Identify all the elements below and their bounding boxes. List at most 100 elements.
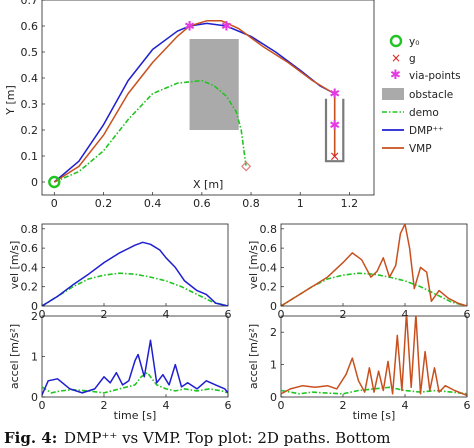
legend-via-marker: ✱	[390, 68, 401, 83]
legend-demo: demo	[382, 107, 439, 119]
paths-xtick-label: 0.6	[193, 197, 211, 210]
paths-xtick-label: 1	[297, 197, 304, 210]
dmp-accel-ytick-label: 1	[31, 351, 38, 364]
dmp-accel-xlabel: time [s]	[114, 409, 157, 422]
dmp-vel-dmp-series	[42, 241, 228, 306]
via-point-marker: ✱	[221, 20, 232, 35]
vmp-vel-xtick-label: 6	[464, 308, 471, 321]
vmp-vel-ytick-label: 0.8	[260, 223, 278, 236]
paths-ytick-label: 0.2	[21, 124, 39, 137]
goal-marker: ×	[329, 150, 340, 165]
paths-xtick-label: 1.2	[341, 197, 359, 210]
vmp-vel-series-group	[281, 224, 467, 306]
dmp-accel-ytick-label: 0	[31, 391, 38, 404]
paths-ytick-label: 0.3	[21, 98, 39, 111]
vmp-accel-frame	[280, 315, 468, 398]
legend-vmp-label: VMP	[409, 143, 432, 155]
legend-obstacle-label: obstacle	[409, 89, 453, 101]
legend-start-marker	[389, 34, 403, 48]
dmp-vel-frame	[41, 223, 229, 307]
vmp-vel-ylabel: vel [m/s]	[247, 241, 260, 290]
paths-xtick-label: 0.8	[242, 197, 260, 210]
dmp-accel-demo-series	[42, 371, 228, 394]
paths-ytick-label: 0.4	[21, 72, 39, 85]
dmp-accel-xtick-label: 4	[163, 399, 170, 412]
paths-ytick-label: 0.6	[21, 20, 39, 33]
paths-ytick-label: 0.1	[21, 150, 39, 163]
dmp-accel-xtick-label: 0	[39, 399, 46, 412]
vmp-accel-xtick-label: 4	[402, 399, 409, 412]
vmp-vel-frame	[280, 223, 468, 307]
legend-vmp: VMP	[382, 143, 432, 155]
figure-caption: Fig. 4: DMP⁺⁺ vs VMP. Top plot: 2D paths…	[4, 429, 391, 447]
vmp-vel-ytick-label: 0.6	[260, 242, 278, 255]
start-marker	[48, 175, 61, 189]
legend-goal: × g	[391, 51, 416, 65]
dmp-accel-dmp-series	[42, 339, 228, 396]
legend-start: y₀	[389, 34, 419, 48]
paths-plot: ✱ ✱ ✱ ✱ × 0 0.2 0.4 0.6 0.8 1 1.2 0 0.1 0.2 0.3 0.4 0.5 0…	[4, 0, 375, 210]
legend-demo-label: demo	[409, 107, 439, 119]
legend-goal-marker: ×	[391, 51, 401, 65]
legend: y₀ × g ✱ via-points obstacle demo DMP⁺⁺ …	[382, 34, 461, 155]
vmp-accel-demo-series	[281, 386, 467, 395]
dmp-accel-xtick-label: 6	[225, 399, 232, 412]
vmp-vel-xtick-label: 0	[278, 308, 285, 321]
legend-obstacle: obstacle	[382, 88, 453, 101]
cup-outline	[324, 98, 345, 163]
vmp-vel-demo-series	[281, 272, 467, 306]
dmp-vel-ytick-label: 0.4	[21, 261, 39, 274]
paths-xtick-label: 0	[51, 197, 58, 210]
legend-via: ✱ via-points	[390, 68, 461, 83]
dmp-vel-demo-series	[42, 272, 228, 306]
vmp-vel-ytick-label: 0.4	[260, 261, 278, 274]
via-point-marker: ✱	[184, 20, 195, 35]
paths-ytick-label: 0.5	[21, 46, 39, 59]
obstacle-rect	[189, 39, 239, 130]
vmp-vel-ytick-label: 0.2	[260, 281, 278, 294]
demo-end-marker	[241, 161, 252, 172]
vmp-accel-vmp-series	[281, 316, 467, 397]
legend-dmp-label: DMP⁺⁺	[409, 125, 444, 137]
legend-dmp: DMP⁺⁺	[382, 125, 444, 137]
vmp-vel-ytick-label: 0	[270, 300, 277, 313]
paths-plot-frame	[41, 0, 375, 196]
paths-demo-series	[53, 79, 247, 183]
dmp-accel-ylabel: accel [m/s²]	[8, 324, 21, 389]
dmp-acceleration-plot: 0 2 4 6 0 1 2 accel [m/s²] time [s]	[8, 310, 232, 422]
paths-xtick-label: 0.4	[144, 197, 162, 210]
via-point-marker: ✱	[329, 118, 340, 133]
dmp-vel-ytick-label: 0.8	[21, 223, 39, 236]
legend-goal-label: g	[409, 53, 416, 65]
dmp-accel-ytick-label: 2	[31, 310, 38, 323]
vmp-accel-series-group	[281, 316, 467, 397]
vmp-accel-ytick-label: 2	[270, 326, 277, 339]
paths-ytick-label: 0.7	[21, 0, 39, 7]
vmp-accel-xtick-label: 2	[340, 399, 347, 412]
vmp-vel-xtick-label: 2	[340, 308, 347, 321]
caption-text: DMP⁺⁺ vs VMP. Top plot: 2D paths. Bottom	[64, 429, 391, 447]
vmp-vel-vmp-series	[281, 224, 467, 306]
dmp-vel-ylabel: vel [m/s]	[8, 241, 21, 290]
dmp-vel-ytick-label: 0.2	[21, 281, 39, 294]
dmp-vel-series-group	[42, 241, 228, 306]
caption-label: Fig. 4:	[4, 429, 57, 447]
dmp-vel-xtick-label: 2	[101, 308, 108, 321]
dmp-accel-xtick-label: 2	[101, 399, 108, 412]
vmp-accel-ytick-label: 1	[270, 359, 277, 372]
vmp-accel-xtick-label: 6	[464, 399, 471, 412]
legend-via-label: via-points	[409, 70, 461, 82]
vmp-accel-xtick-label: 0	[278, 399, 285, 412]
paths-ylabel: Y [m]	[4, 85, 17, 116]
vmp-accel-ylabel: accel [m/s²]	[247, 324, 260, 389]
dmp-vel-ytick-label: 0.6	[21, 242, 39, 255]
paths-xlabel: X [m]	[193, 178, 223, 191]
vmp-accel-ytick-label: 0	[270, 391, 277, 404]
via-point-marker: ✱	[329, 87, 340, 102]
vmp-vel-xtick-label: 4	[402, 308, 409, 321]
dmp-vel-ytick-label: 0	[31, 300, 38, 313]
paths-ytick-label: 0	[31, 176, 38, 189]
